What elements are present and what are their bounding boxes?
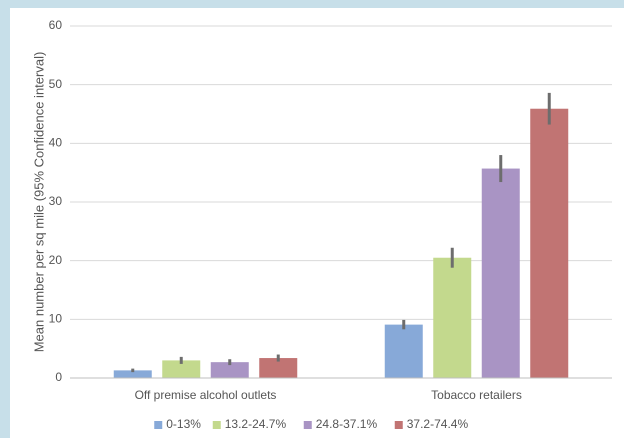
legend-label: 37.2-74.4% (407, 417, 469, 431)
bar (530, 108, 569, 378)
bar (113, 370, 152, 378)
y-tick-label: 10 (49, 312, 63, 326)
x-tick-label: Off premise alcohol outlets (135, 388, 277, 402)
y-tick-label: 20 (49, 253, 63, 267)
legend-label: 0-13% (166, 417, 201, 431)
bar (210, 362, 249, 378)
y-tick-label: 30 (49, 194, 63, 208)
bar (384, 324, 423, 378)
legend-swatch (394, 421, 403, 429)
legend-swatch (212, 421, 221, 429)
bar (433, 257, 472, 378)
y-tick-label: 50 (49, 77, 63, 91)
legend-swatch (154, 421, 163, 429)
y-axis-label: Mean number per sq mile (95% Confidence … (31, 52, 46, 353)
y-tick-label: 0 (55, 370, 62, 384)
y-tick-label: 40 (49, 136, 63, 150)
legend-swatch (303, 421, 312, 429)
legend-label: 13.2-24.7% (225, 417, 287, 431)
y-tick-label: 60 (49, 18, 63, 32)
bar (259, 358, 298, 378)
legend-label: 24.8-37.1% (316, 417, 378, 431)
plot-background (10, 8, 624, 438)
bar (481, 168, 520, 378)
x-tick-label: Tobacco retailers (431, 388, 522, 402)
bar (162, 360, 201, 378)
